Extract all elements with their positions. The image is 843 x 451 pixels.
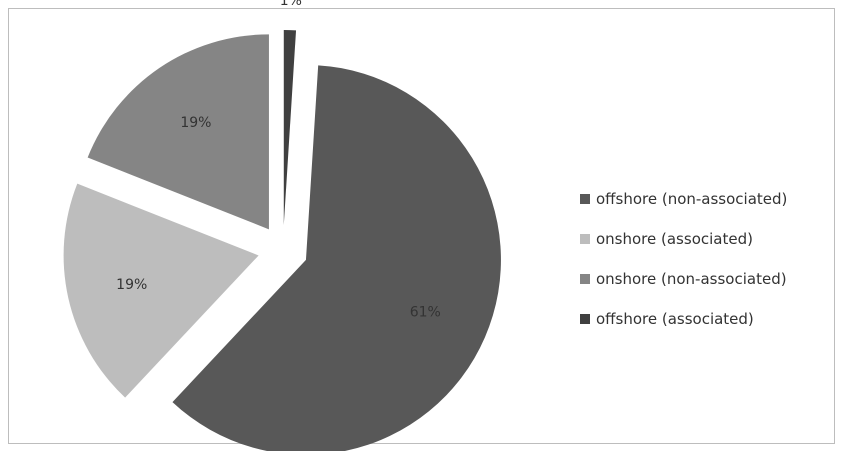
legend-item-onshore-associated: onshore (associated) — [580, 225, 787, 253]
slice-data-label: 1% — [280, 0, 302, 9]
legend-label: onshore (associated) — [596, 230, 753, 248]
pie-slice-onshore-associated — [63, 183, 259, 398]
legend-label: onshore (non-associated) — [596, 270, 787, 288]
legend-item-offshore-associated: offshore (associated) — [580, 305, 787, 333]
legend-label: offshore (non-associated) — [596, 190, 788, 208]
legend-item-onshore-non-associated: onshore (non-associated) — [580, 265, 787, 293]
chart-legend: offshore (non-associated) onshore (assoc… — [580, 185, 787, 345]
pie-slice-offshore-non-associated — [172, 65, 501, 451]
legend-swatch — [580, 234, 590, 244]
legend-swatch — [580, 194, 590, 204]
legend-swatch — [580, 314, 590, 324]
slice-data-label: 19% — [116, 277, 147, 293]
pie-slice-onshore-non-associated — [87, 34, 269, 230]
legend-item-offshore-non-associated: offshore (non-associated) — [580, 185, 787, 213]
slice-data-label: 61% — [410, 305, 441, 321]
slice-data-label: 19% — [180, 115, 211, 131]
legend-label: offshore (associated) — [596, 310, 754, 328]
legend-swatch — [580, 274, 590, 284]
pie-slice-offshore-associated — [283, 30, 297, 226]
